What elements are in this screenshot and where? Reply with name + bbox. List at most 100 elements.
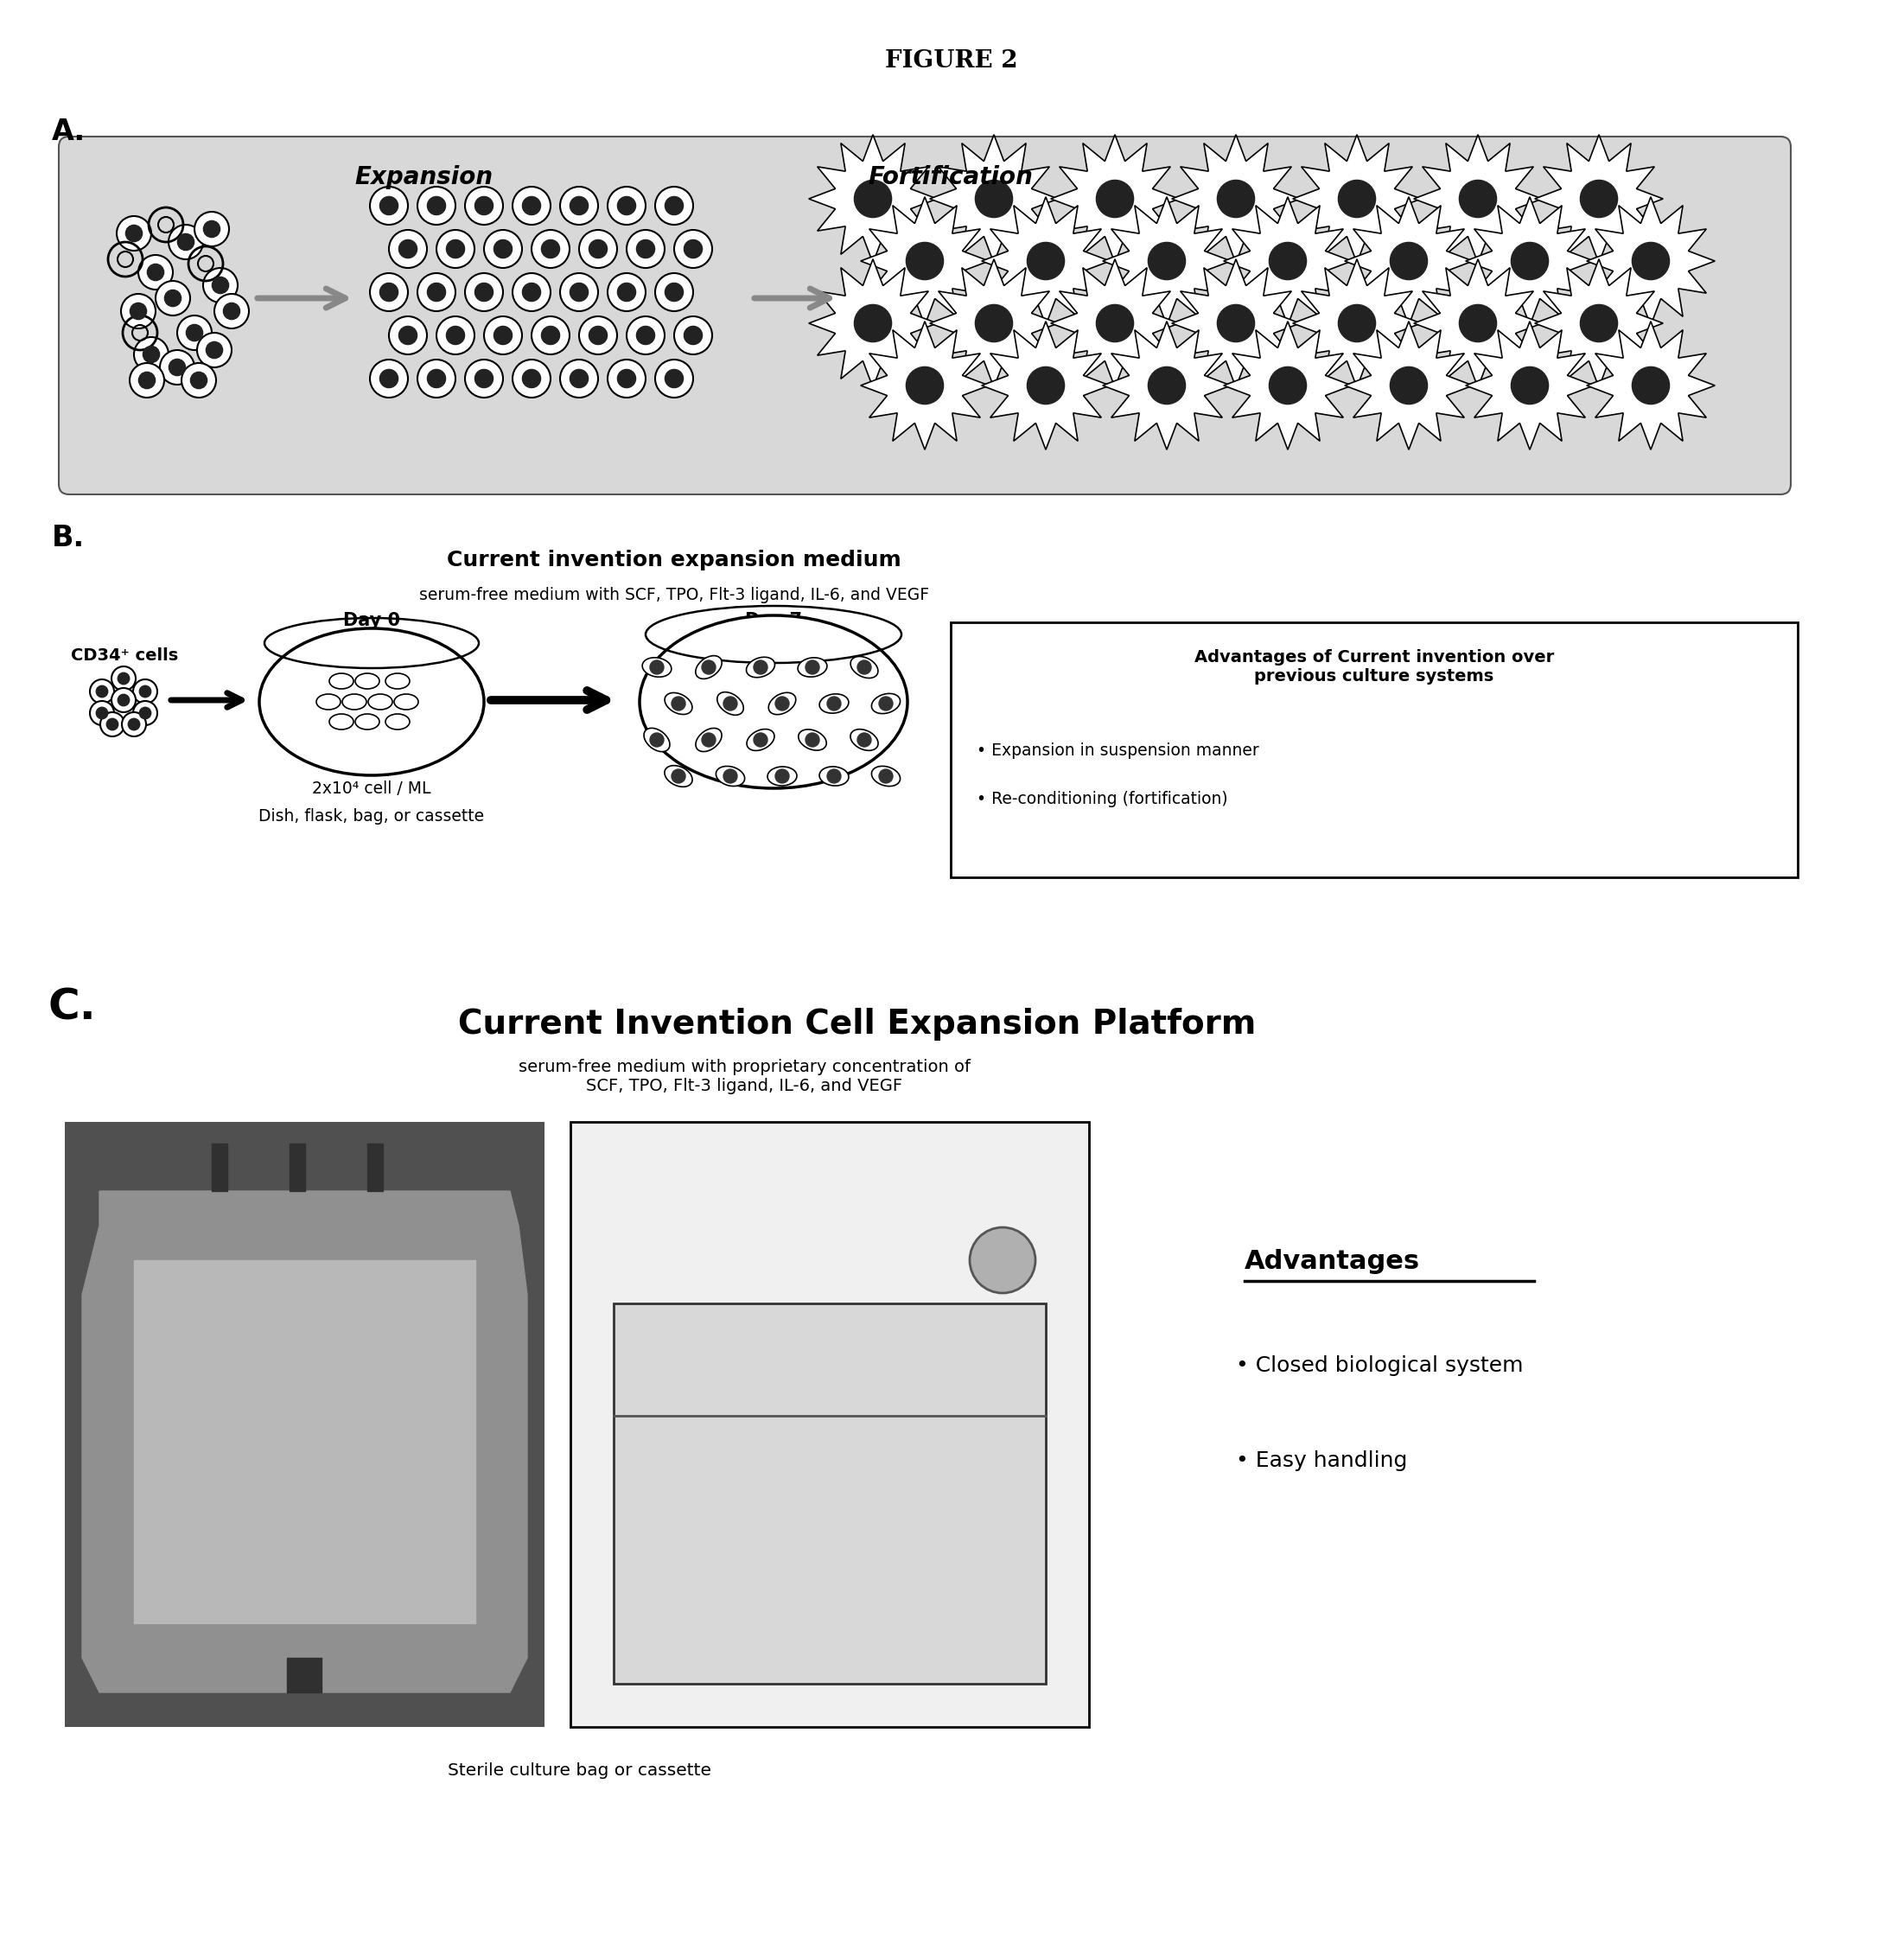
Circle shape (1580, 180, 1618, 217)
Circle shape (969, 1226, 1036, 1293)
Circle shape (379, 284, 398, 301)
Circle shape (126, 225, 143, 243)
Ellipse shape (385, 673, 409, 689)
Polygon shape (1051, 258, 1179, 387)
Circle shape (607, 186, 645, 225)
Ellipse shape (664, 765, 693, 786)
Circle shape (805, 734, 819, 747)
Circle shape (512, 360, 550, 397)
Circle shape (522, 198, 541, 215)
Circle shape (826, 769, 842, 782)
Text: Day 0: Day 0 (343, 612, 400, 630)
Ellipse shape (316, 694, 341, 710)
Ellipse shape (642, 657, 672, 677)
Circle shape (436, 231, 474, 268)
Polygon shape (861, 321, 988, 450)
Circle shape (398, 327, 417, 344)
Circle shape (196, 333, 232, 368)
Polygon shape (809, 135, 937, 262)
Ellipse shape (746, 730, 775, 751)
Polygon shape (1535, 135, 1662, 262)
Circle shape (446, 241, 465, 258)
Text: Expansion: Expansion (354, 164, 493, 190)
Ellipse shape (343, 694, 366, 710)
Circle shape (880, 696, 893, 710)
Circle shape (211, 278, 228, 293)
Ellipse shape (819, 767, 849, 786)
Circle shape (655, 274, 693, 311)
Circle shape (775, 769, 788, 782)
Text: Sterile culture bag or cassette: Sterile culture bag or cassette (447, 1762, 710, 1778)
Circle shape (465, 186, 503, 225)
Circle shape (560, 274, 598, 311)
Circle shape (465, 274, 503, 311)
Ellipse shape (872, 767, 901, 786)
Bar (288, 1659, 322, 1692)
Text: serum-free medium with proprietary concentration of
SCF, TPO, Flt-3 ligand, IL-6: serum-free medium with proprietary conce… (518, 1058, 971, 1093)
Circle shape (1026, 368, 1064, 405)
Ellipse shape (385, 714, 409, 730)
Circle shape (805, 661, 819, 675)
Circle shape (156, 282, 190, 315)
Circle shape (975, 305, 1013, 342)
Circle shape (512, 274, 550, 311)
Circle shape (1148, 243, 1186, 280)
Polygon shape (1415, 135, 1542, 262)
Circle shape (855, 305, 891, 342)
Circle shape (164, 289, 181, 307)
Text: • Easy handling: • Easy handling (1236, 1449, 1407, 1471)
Circle shape (1580, 305, 1618, 342)
Text: C.: C. (48, 986, 95, 1027)
Circle shape (541, 241, 560, 258)
Ellipse shape (695, 655, 722, 679)
Circle shape (177, 315, 211, 350)
Circle shape (1458, 305, 1497, 342)
Circle shape (541, 327, 560, 344)
Circle shape (436, 317, 474, 354)
Ellipse shape (798, 730, 826, 751)
Circle shape (133, 700, 158, 726)
Circle shape (129, 303, 147, 319)
Circle shape (446, 327, 465, 344)
Polygon shape (861, 198, 988, 325)
Circle shape (465, 360, 503, 397)
Text: A.: A. (51, 117, 86, 145)
Text: B.: B. (51, 524, 86, 552)
Circle shape (1339, 180, 1375, 217)
Ellipse shape (664, 692, 693, 714)
Circle shape (569, 198, 588, 215)
Circle shape (626, 231, 664, 268)
Polygon shape (1224, 321, 1352, 450)
Circle shape (617, 284, 636, 301)
Circle shape (975, 180, 1013, 217)
Circle shape (855, 180, 891, 217)
Circle shape (607, 360, 645, 397)
Circle shape (617, 198, 636, 215)
Circle shape (1339, 305, 1375, 342)
Ellipse shape (356, 714, 379, 730)
Circle shape (1390, 243, 1428, 280)
Circle shape (569, 370, 588, 387)
Circle shape (215, 293, 249, 329)
Circle shape (674, 317, 712, 354)
Ellipse shape (819, 694, 849, 714)
Circle shape (417, 360, 455, 397)
Circle shape (1458, 180, 1497, 217)
Circle shape (674, 231, 712, 268)
Circle shape (426, 198, 446, 215)
Polygon shape (982, 198, 1110, 325)
Text: Current invention expansion medium: Current invention expansion medium (447, 550, 901, 571)
Circle shape (388, 317, 426, 354)
Bar (211, 1144, 227, 1191)
Ellipse shape (356, 673, 379, 689)
Circle shape (649, 661, 664, 675)
Circle shape (143, 346, 160, 362)
Text: Advantages: Advantages (1245, 1250, 1420, 1275)
Circle shape (626, 317, 664, 354)
Circle shape (204, 221, 221, 237)
Circle shape (569, 284, 588, 301)
Polygon shape (1344, 321, 1474, 450)
Circle shape (206, 342, 223, 358)
Circle shape (116, 215, 150, 250)
Polygon shape (1171, 135, 1300, 262)
